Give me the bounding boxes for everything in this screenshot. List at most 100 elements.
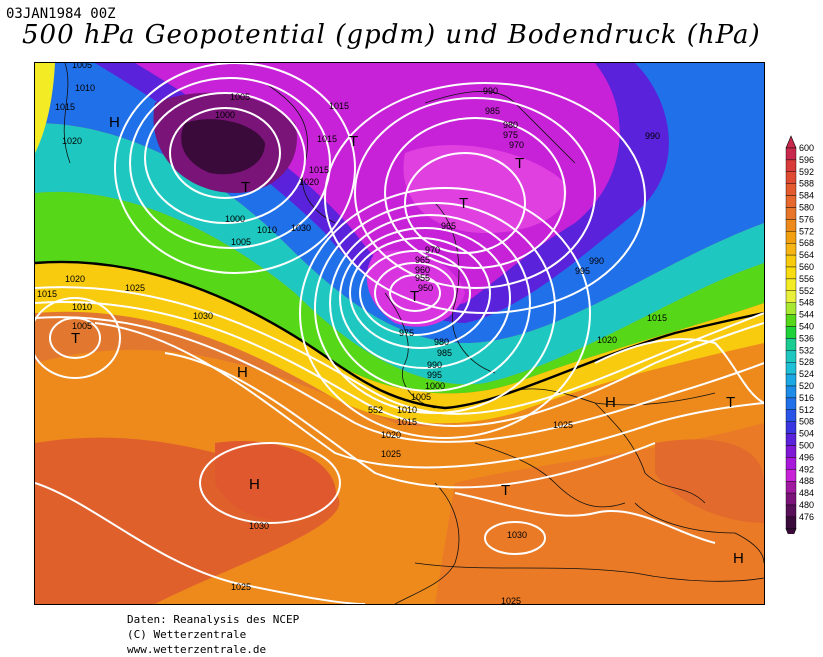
legend-label: 512	[799, 405, 814, 415]
low-center: T	[515, 155, 524, 172]
legend-label: 548	[799, 298, 814, 308]
isobar-label: 1000	[215, 110, 235, 120]
field-548	[35, 191, 764, 394]
isobar-label: 1015	[55, 102, 75, 112]
isobar-label: 1030	[291, 223, 311, 233]
isobar-labels: 1005 1010 1015 1020 1005 1000 1015 1015 …	[37, 63, 667, 604]
legend-arrow-bottom	[785, 528, 797, 534]
legend-swatch	[785, 147, 797, 161]
isobar-label: 1025	[553, 420, 573, 430]
legend-arrow-top	[785, 135, 797, 149]
map-datetime: 03JAN1984 00Z	[6, 6, 116, 22]
coastline-france	[474, 442, 626, 508]
legend-label: 524	[799, 369, 814, 379]
isobar-label: 995	[575, 266, 590, 276]
weather-map-svg: 1005 1010 1015 1020 1005 1000 1015 1015 …	[35, 63, 764, 604]
isobar-high-south-1030	[484, 521, 546, 555]
isobar-low3-960	[359, 250, 471, 336]
isobar-label: 1005	[72, 321, 92, 331]
low-center: T	[726, 394, 735, 411]
isobar-label: 1015	[317, 134, 337, 144]
legend-swatch	[785, 433, 797, 446]
isobar-label: 1025	[501, 596, 521, 604]
coastline-britain	[384, 292, 436, 409]
isobar-label: 552	[368, 405, 383, 415]
legend-swatch	[785, 219, 797, 232]
low-center: T	[501, 482, 510, 499]
legend-swatch	[785, 445, 797, 458]
low-center: T	[71, 330, 80, 347]
isobar-low2-985	[354, 97, 596, 289]
isobar-label: 975	[503, 130, 518, 140]
legend-label: 600	[799, 143, 814, 153]
isobar-low1-1010	[129, 77, 331, 249]
legend-swatch	[785, 385, 797, 399]
isobar-low3-965	[349, 237, 491, 349]
legend-label: 592	[799, 167, 814, 177]
isobar-label: 1025	[381, 449, 401, 459]
legend-label: 496	[799, 452, 814, 462]
legend-label: 560	[799, 262, 814, 272]
isobar-label: 980	[503, 120, 518, 130]
isobar-low3-955	[374, 262, 456, 324]
isobar-low3-975	[329, 214, 531, 392]
coastline-north-africa	[414, 562, 764, 582]
isobar-label: 950	[418, 283, 433, 293]
legend-swatch	[785, 421, 797, 434]
trough-north	[403, 144, 567, 233]
high-center: H	[237, 364, 248, 381]
low-center: T	[349, 133, 358, 150]
isobar-label: 990	[645, 131, 660, 141]
contour-552	[35, 260, 764, 410]
isobar-label: 1020	[381, 430, 401, 440]
legend-label: 528	[799, 357, 814, 367]
legend-swatch	[785, 278, 797, 291]
isobar-label: 1000	[225, 214, 245, 224]
legend-swatch	[785, 326, 797, 339]
color-legend: 600 596 592 588 584 580 576 572 568 564 560 556 552 5…	[784, 134, 823, 534]
legend-swatch	[785, 183, 797, 196]
coastline-iberia	[394, 482, 460, 604]
isobar-1025-sw	[35, 482, 366, 604]
legend-label: 488	[799, 476, 814, 486]
legend-swatch	[785, 504, 797, 518]
isobar-label: 960	[415, 265, 430, 275]
field-564	[35, 261, 764, 424]
legend-label: 508	[799, 417, 814, 427]
legend-label: 536	[799, 333, 814, 343]
isobar-low2-965	[404, 152, 526, 254]
isobar-1020	[35, 316, 764, 443]
legend-label: 564	[799, 250, 814, 260]
isobar-low3-950	[389, 274, 441, 312]
isobar-low1-1005	[144, 92, 306, 224]
isobar-label: 965	[441, 221, 456, 231]
legend-swatch	[785, 254, 797, 268]
coastline-greenland-west	[63, 63, 71, 164]
legend-label: 516	[799, 393, 814, 403]
isobar-label: 1015	[309, 165, 329, 175]
legend-swatch	[785, 159, 797, 172]
isobar-label: 1020	[299, 177, 319, 187]
isobar-label: 1025	[125, 283, 145, 293]
legend-label: 476	[799, 512, 814, 522]
isobar-label: 990	[589, 256, 604, 266]
legend-label: 552	[799, 286, 814, 296]
legend-swatch	[785, 516, 797, 529]
isobar-label: 1015	[647, 313, 667, 323]
legend-swatch	[785, 207, 797, 220]
legend-swatch	[785, 350, 797, 363]
legend-swatch	[785, 457, 797, 470]
isobar-label: 1000	[425, 381, 445, 391]
legend-swatch	[785, 314, 797, 327]
low-core-inner	[181, 119, 265, 175]
legend-label: 556	[799, 274, 814, 284]
isobar-label: 990	[427, 360, 442, 370]
low-center: T	[410, 288, 419, 305]
legend-label: 532	[799, 345, 814, 355]
legend-label: 576	[799, 214, 814, 224]
high-center: H	[733, 550, 744, 567]
legend-label: 480	[799, 500, 814, 510]
legend-label: 520	[799, 381, 814, 391]
legend-label: 584	[799, 191, 814, 201]
high-center: H	[109, 114, 120, 131]
